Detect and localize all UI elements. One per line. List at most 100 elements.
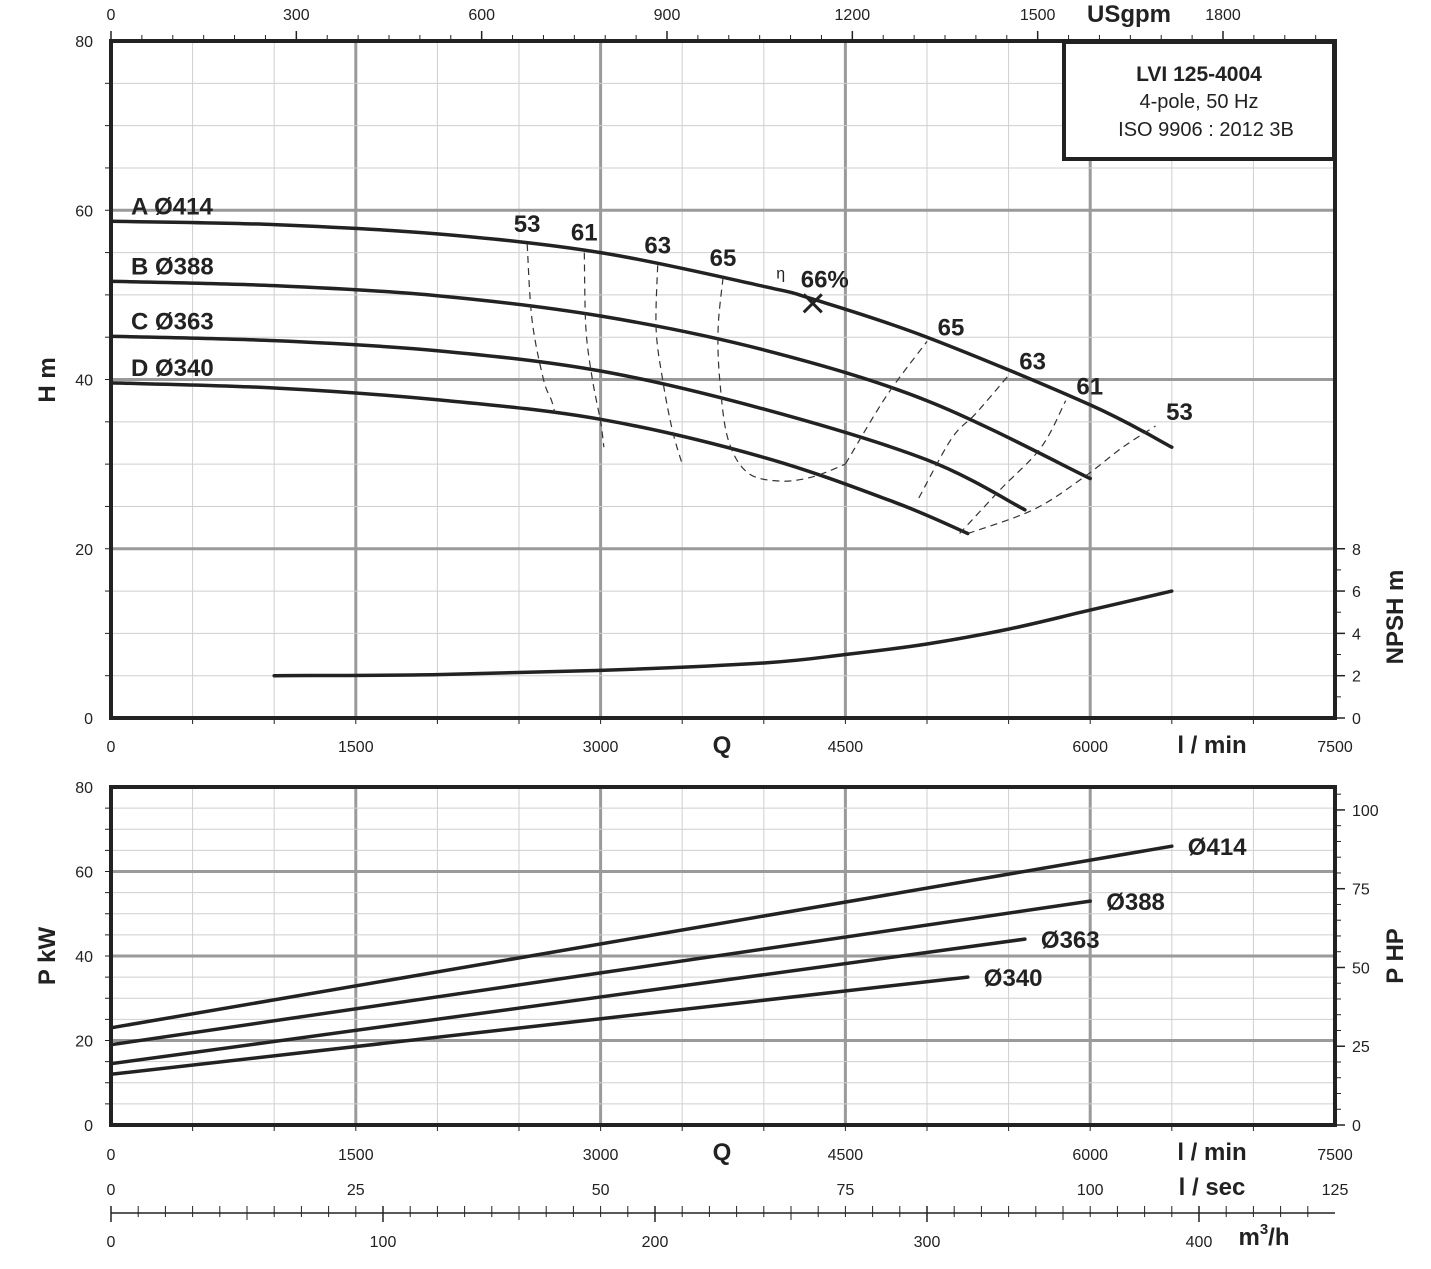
m3h-unit-sup: 3 [1260, 1221, 1268, 1238]
power-curve-label-414: Ø414 [1188, 834, 1247, 861]
m3h-unit-base: m [1238, 1224, 1259, 1251]
usgpm-tick-300: 300 [283, 7, 310, 24]
m3h-tick-300: 300 [914, 1234, 941, 1251]
info-box-title: LVI 125-4004 [1136, 63, 1262, 86]
bep-label: 66% [801, 266, 849, 293]
head-ytick-40: 40 [75, 373, 93, 390]
head-xtick-4500: 4500 [828, 739, 864, 756]
hp-tick-0: 0 [1352, 1118, 1361, 1135]
head-curve-c-363 [109, 334, 1027, 512]
m3h-tick-100: 100 [370, 1234, 397, 1251]
m3h-tick-200: 200 [642, 1234, 669, 1251]
efficiency-contour-7 [967, 425, 1156, 535]
power-xtick-1500: 1500 [338, 1147, 374, 1164]
power-curve-label-388: Ø388 [1106, 889, 1165, 916]
power-ytick-60: 60 [75, 865, 93, 882]
efficiency-label-7: 53 [1166, 399, 1193, 426]
info-box: LVI 125-4004 4-pole, 50 Hz ISO 9906 : 20… [1062, 40, 1336, 161]
usgpm-tick-1800: 1800 [1205, 7, 1241, 24]
power-curve-label-340: Ø340 [984, 965, 1043, 992]
efficiency-label-5: 63 [1019, 348, 1046, 375]
npsh-tick-6: 6 [1352, 584, 1361, 601]
power-xtick-4500: 4500 [828, 1147, 864, 1164]
lsec-tick-125: 125 [1322, 1182, 1349, 1199]
usgpm-tick-1500: 1500 [1020, 7, 1056, 24]
efficiency-label-6: 61 [1076, 374, 1103, 401]
efficiency-contour-6 [959, 400, 1067, 534]
npsh-tick-0: 0 [1352, 711, 1361, 728]
info-box-line-1: 4-pole, 50 Hz [1140, 91, 1259, 113]
efficiency-label-4: 65 [938, 314, 965, 341]
power-xtick-3000: 3000 [583, 1147, 619, 1164]
power-xtick-0: 0 [107, 1147, 116, 1164]
hp-tick-75: 75 [1352, 882, 1370, 899]
head-xtick-0: 0 [107, 739, 116, 756]
head-xtick-3000: 3000 [583, 739, 619, 756]
usgpm-tick-900: 900 [654, 7, 681, 24]
head-curve-label-b-388: B Ø388 [131, 253, 214, 280]
head-curve-label-a-414: A Ø414 [131, 193, 213, 220]
hp-tick-50: 50 [1352, 960, 1370, 977]
m3h-unit: m3/h [1238, 1221, 1289, 1251]
lsec-tick-50: 50 [592, 1182, 610, 1199]
usgpm-unit: USgpm [1087, 1, 1171, 28]
power-curve-414 [109, 844, 1174, 1030]
npsh-tick-8: 8 [1352, 542, 1361, 559]
efficiency-contour-0 [526, 244, 556, 414]
efficiency-contour-1 [583, 252, 605, 448]
power-ytick-20: 20 [75, 1034, 93, 1051]
npsh-tick-4: 4 [1352, 626, 1361, 643]
npsh-tick-2: 2 [1352, 669, 1361, 686]
lsec-tick-100: 100 [1077, 1182, 1104, 1199]
hp-tick-25: 25 [1352, 1039, 1370, 1056]
head-xtick-7500: 7500 [1317, 739, 1353, 756]
power-ytick-40: 40 [75, 949, 93, 966]
npsh-axis-title: NPSH m [1382, 570, 1409, 665]
power-xtick-6000: 6000 [1072, 1147, 1108, 1164]
power-curve-388 [109, 899, 1092, 1047]
top-lmin-unit: l / min [1177, 732, 1246, 759]
efficiency-label-0: 53 [514, 211, 541, 238]
m3h-tick-400: 400 [1186, 1234, 1213, 1251]
bottom-lmin-unit: l / min [1177, 1139, 1246, 1166]
usgpm-tick-0: 0 [107, 7, 116, 24]
top-q-label: Q [713, 732, 732, 759]
bottom-q-label: Q [713, 1139, 732, 1166]
head-curve-a-414 [109, 219, 1174, 449]
head-axis-title: H m [34, 357, 61, 402]
efficiency-label-1: 61 [571, 220, 598, 247]
grid-layer [105, 31, 1345, 1222]
usgpm-tick-1200: 1200 [835, 7, 871, 24]
info-box-line-2: ISO 9906 : 2012 3B [1118, 119, 1294, 141]
npsh-curve [272, 589, 1174, 678]
head-xtick-6000: 6000 [1072, 739, 1108, 756]
efficiency-contour-4 [844, 341, 928, 465]
efficiency-label-3: 65 [710, 245, 737, 272]
m3h-unit-suffix: /h [1268, 1224, 1289, 1251]
usgpm-tick-600: 600 [468, 7, 495, 24]
info-box-frame [1062, 40, 1336, 161]
power-xtick-7500: 7500 [1317, 1147, 1353, 1164]
head-ytick-20: 20 [75, 542, 93, 559]
hp-tick-100: 100 [1352, 803, 1379, 820]
curves-layer [109, 219, 1174, 1077]
power-ytick-0: 0 [84, 1118, 93, 1135]
head-ytick-60: 60 [75, 203, 93, 220]
head-ytick-80: 80 [75, 34, 93, 51]
power-axis-title: P kW [34, 927, 61, 986]
power-curve-340 [109, 975, 970, 1077]
lsec-tick-25: 25 [347, 1182, 365, 1199]
head-curve-b-388 [109, 279, 1092, 481]
efficiency-contour-3 [717, 277, 846, 482]
hp-axis-title: P HP [1382, 928, 1409, 984]
head-xtick-1500: 1500 [338, 739, 374, 756]
power-curve-363 [109, 937, 1027, 1066]
efficiency-contour-5 [918, 374, 1010, 499]
efficiency-contour-2 [655, 265, 683, 465]
power-curve-label-363: Ø363 [1041, 927, 1100, 954]
power-ytick-80: 80 [75, 780, 93, 797]
head-curve-label-c-363: C Ø363 [131, 308, 214, 335]
efficiency-label-2: 63 [644, 232, 671, 259]
